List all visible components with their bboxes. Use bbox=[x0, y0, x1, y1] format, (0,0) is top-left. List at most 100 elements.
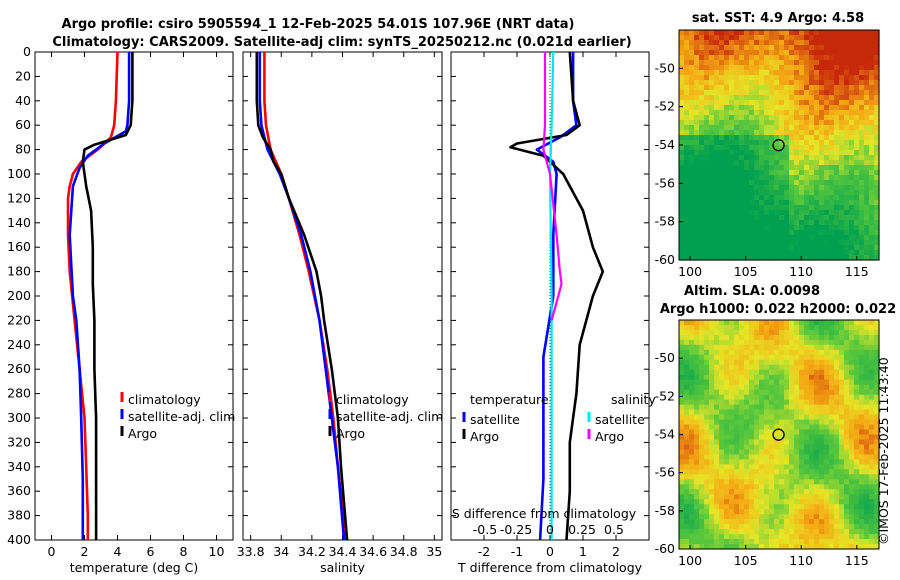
map-cell bbox=[769, 145, 775, 151]
map-cell bbox=[739, 130, 745, 136]
map-cell bbox=[724, 454, 730, 460]
map-cell bbox=[694, 255, 700, 261]
map-cell bbox=[764, 70, 770, 76]
map-cell bbox=[719, 135, 725, 141]
map-cell bbox=[694, 489, 700, 495]
map-cell bbox=[799, 195, 805, 201]
map-cell bbox=[724, 539, 730, 545]
map-cell bbox=[859, 330, 865, 336]
map-cell bbox=[679, 90, 685, 96]
map-cell bbox=[794, 449, 800, 455]
map-cell bbox=[739, 320, 745, 326]
map-cell bbox=[744, 60, 750, 66]
map-cell bbox=[744, 404, 750, 411]
map-cell bbox=[784, 544, 790, 550]
map-cell bbox=[779, 110, 785, 116]
map-cell bbox=[774, 404, 780, 411]
map-cell bbox=[874, 30, 880, 36]
map-cell bbox=[719, 519, 725, 525]
map-cell bbox=[749, 494, 755, 500]
map-cell bbox=[799, 419, 805, 426]
map-cell bbox=[839, 349, 845, 356]
map-cell bbox=[694, 150, 700, 156]
map-cell bbox=[739, 115, 745, 121]
map-cell bbox=[809, 459, 815, 465]
map-cell bbox=[864, 369, 870, 376]
map-cell bbox=[864, 414, 870, 421]
map-cell bbox=[864, 320, 870, 326]
map-cell bbox=[724, 479, 730, 485]
map-cell bbox=[829, 170, 835, 176]
map-cell bbox=[769, 349, 775, 356]
map-cell bbox=[814, 464, 820, 470]
map-cell bbox=[874, 205, 880, 211]
map-cell bbox=[739, 100, 745, 106]
map-cell bbox=[719, 180, 725, 186]
map-cell bbox=[764, 255, 770, 261]
map-cell bbox=[684, 200, 690, 206]
map-cell bbox=[784, 155, 790, 161]
map-cell bbox=[854, 140, 860, 146]
map-cell bbox=[834, 349, 840, 356]
map-cell bbox=[864, 474, 870, 480]
map-cell bbox=[779, 85, 785, 91]
map-cell bbox=[849, 85, 855, 91]
map-cell bbox=[829, 459, 835, 465]
map-cell bbox=[844, 354, 850, 361]
map-cell bbox=[854, 125, 860, 131]
map-cell bbox=[824, 489, 830, 495]
map-cell bbox=[784, 339, 790, 346]
map-cell bbox=[714, 369, 720, 376]
map-cell bbox=[689, 30, 695, 36]
map-cell bbox=[874, 379, 880, 386]
map-cell bbox=[684, 65, 690, 71]
map-cell bbox=[764, 185, 770, 191]
map-cell bbox=[854, 449, 860, 455]
map-cell bbox=[774, 230, 780, 236]
map-cell bbox=[714, 65, 720, 71]
map-cell bbox=[729, 215, 735, 221]
map-cell bbox=[704, 235, 710, 241]
map-cell bbox=[734, 215, 740, 221]
map-cell bbox=[839, 369, 845, 376]
map-cell bbox=[744, 195, 750, 201]
map-cell bbox=[819, 325, 825, 331]
map-cell bbox=[819, 439, 825, 446]
map-cell bbox=[844, 494, 850, 500]
map-cell bbox=[779, 459, 785, 465]
map-cell bbox=[859, 130, 865, 136]
map-cell bbox=[749, 125, 755, 131]
map-cell bbox=[784, 330, 790, 336]
map-cell bbox=[864, 130, 870, 136]
map-cell bbox=[799, 105, 805, 111]
map-cell bbox=[864, 50, 870, 56]
map-cell bbox=[784, 479, 790, 485]
map-cell bbox=[819, 115, 825, 121]
map-cell bbox=[874, 320, 880, 326]
map-cell bbox=[684, 439, 690, 446]
map-cell bbox=[829, 434, 835, 441]
map-cell bbox=[769, 519, 775, 525]
map-cell bbox=[729, 230, 735, 236]
map-cell bbox=[749, 499, 755, 505]
map-cell bbox=[844, 120, 850, 126]
map-cell bbox=[724, 379, 730, 386]
map-cell bbox=[754, 419, 760, 426]
map-cell bbox=[849, 330, 855, 336]
map-cell bbox=[844, 165, 850, 171]
map-cell bbox=[859, 90, 865, 96]
map-cell bbox=[849, 80, 855, 86]
map-cell bbox=[749, 50, 755, 56]
map-cell bbox=[849, 419, 855, 426]
map-cell bbox=[864, 90, 870, 96]
map-cell bbox=[744, 429, 750, 436]
map-cell bbox=[869, 330, 875, 336]
map-cell bbox=[799, 379, 805, 386]
map-cell bbox=[719, 60, 725, 66]
map-cell bbox=[704, 30, 710, 36]
map-cell bbox=[679, 175, 685, 181]
map-cell bbox=[834, 439, 840, 446]
map-cell bbox=[699, 85, 705, 91]
map-cell bbox=[719, 70, 725, 76]
map-cell bbox=[694, 524, 700, 530]
